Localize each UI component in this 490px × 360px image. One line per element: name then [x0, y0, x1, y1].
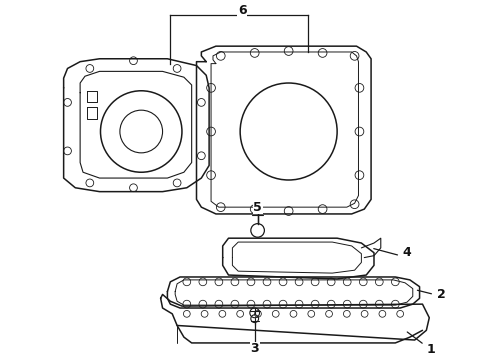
Circle shape [251, 224, 265, 237]
Text: 3: 3 [250, 342, 259, 355]
Text: 5: 5 [253, 201, 262, 213]
Text: 4: 4 [403, 246, 411, 259]
Text: 1: 1 [427, 343, 436, 356]
Text: 6: 6 [238, 4, 246, 17]
Text: 2: 2 [437, 288, 445, 301]
